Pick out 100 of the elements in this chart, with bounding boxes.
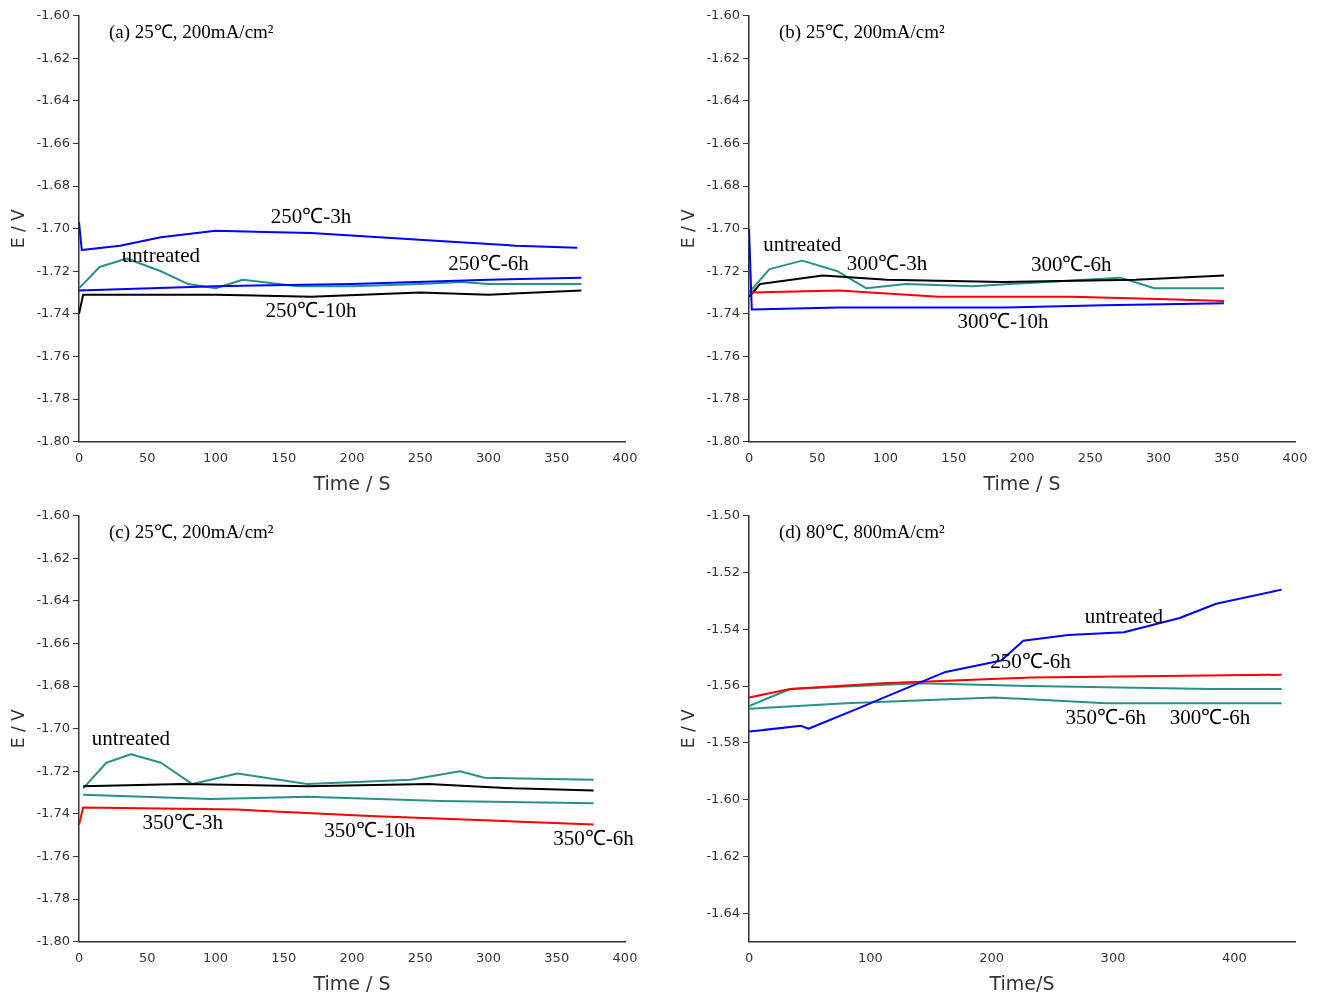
annotation: untreated <box>91 725 171 750</box>
annotation: untreated <box>763 232 842 257</box>
chart-title: (b) 25℃, 200mA/cm² <box>779 21 945 44</box>
x-tick-label: 200 <box>339 949 365 965</box>
x-tick-label: 50 <box>809 449 826 465</box>
y-tick-label: -1.72 <box>706 262 741 278</box>
y-tick-label: -1.76 <box>36 847 71 863</box>
y-tick-label: -1.76 <box>706 347 741 363</box>
annotation: 300℃-3h <box>846 251 928 276</box>
annotation: 250℃-6h <box>990 649 1072 674</box>
x-tick-label: 300 <box>1146 449 1171 465</box>
y-tick-label: -1.60 <box>36 7 71 23</box>
annotation: 250℃-3h <box>270 204 352 229</box>
y-tick-label: -1.54 <box>706 620 741 636</box>
y-tick-label: -1.72 <box>36 762 71 778</box>
y-tick-label: -1.62 <box>706 847 741 863</box>
y-tick-label: -1.50 <box>706 507 741 523</box>
y-tick-label: -1.58 <box>706 734 741 750</box>
y-axis-title: E / V <box>7 208 28 249</box>
x-tick-label: 100 <box>873 449 898 465</box>
annotation: 350℃-3h <box>142 810 224 835</box>
y-tick-label: -1.80 <box>36 432 71 448</box>
chart-title: (d) 80℃, 800mA/cm² <box>779 521 945 544</box>
x-tick-label: 50 <box>139 449 156 465</box>
x-axis-title: Time / S <box>312 971 391 994</box>
chart-title: (a) 25℃, 200mA/cm² <box>109 21 274 44</box>
x-axis-title: Time/S <box>988 971 1055 994</box>
x-axis-title: Time / S <box>982 471 1061 494</box>
x-tick-label: 100 <box>857 949 883 965</box>
annotation: 300℃-10h <box>957 308 1049 333</box>
y-tick-label: -1.64 <box>706 904 741 920</box>
x-tick-label: 200 <box>979 949 1005 965</box>
x-axis-title: Time / S <box>312 471 391 494</box>
annotation: 350℃-6h <box>553 826 635 851</box>
x-tick-label: 0 <box>744 949 754 965</box>
x-tick-label: 400 <box>612 449 638 465</box>
y-tick-label: -1.70 <box>36 720 71 736</box>
y-tick-label: -1.72 <box>36 262 71 278</box>
y-tick-label: -1.74 <box>36 805 71 821</box>
y-tick-label: -1.52 <box>706 563 741 579</box>
x-tick-label: 250 <box>407 949 433 965</box>
y-tick-label: -1.74 <box>36 305 71 321</box>
y-tick-label: -1.56 <box>706 677 741 693</box>
x-tick-label: 300 <box>476 449 501 465</box>
x-tick-label: 250 <box>1077 449 1103 465</box>
x-tick-label: 0 <box>74 949 84 965</box>
x-tick-label: 350 <box>544 449 570 465</box>
y-tick-label: -1.64 <box>36 92 71 108</box>
annotation: 250℃-6h <box>448 251 530 276</box>
y-tick-label: -1.62 <box>706 49 741 65</box>
x-tick-label: 100 <box>203 449 228 465</box>
x-tick-label: 100 <box>203 949 228 965</box>
y-tick-label: -1.66 <box>706 134 741 150</box>
y-tick-label: -1.68 <box>706 177 741 193</box>
y-tick-label: -1.68 <box>36 177 71 193</box>
y-tick-label: -1.66 <box>36 134 71 150</box>
y-tick-label: -1.62 <box>36 549 71 565</box>
x-tick-label: 200 <box>1009 449 1035 465</box>
y-tick-label: -1.80 <box>36 932 71 948</box>
annotation: 250℃-10h <box>265 298 358 323</box>
y-tick-label: -1.78 <box>706 390 741 406</box>
x-tick-label: 150 <box>271 949 297 965</box>
chart-title: (c) 25℃, 200mA/cm² <box>109 521 274 544</box>
y-tick-label: -1.60 <box>706 791 741 807</box>
x-tick-label: 300 <box>476 949 501 965</box>
annotation: 350℃-6h <box>1065 704 1147 729</box>
x-tick-label: 350 <box>1214 449 1240 465</box>
y-tick-label: -1.70 <box>36 220 71 236</box>
y-tick-label: -1.62 <box>36 49 71 65</box>
x-tick-label: 150 <box>941 449 967 465</box>
x-tick-label: 200 <box>339 449 365 465</box>
annotation: untreated <box>121 242 201 267</box>
y-tick-label: -1.76 <box>36 347 71 363</box>
y-tick-label: -1.60 <box>36 507 71 523</box>
annotation: 350℃-10h <box>324 817 416 842</box>
x-tick-label: 50 <box>139 949 156 965</box>
annotation: 300℃-6h <box>1169 704 1251 729</box>
annotation: 300℃-6h <box>1030 252 1112 277</box>
y-tick-label: -1.70 <box>706 220 741 236</box>
annotation: untreated <box>1084 603 1164 628</box>
y-tick-label: -1.64 <box>706 92 741 108</box>
x-tick-label: 300 <box>1100 949 1126 965</box>
x-tick-label: 400 <box>1221 949 1247 965</box>
y-axis-title: E / V <box>677 208 698 249</box>
y-tick-label: -1.64 <box>36 592 71 608</box>
x-tick-label: 0 <box>744 449 754 465</box>
y-tick-label: -1.66 <box>36 634 71 650</box>
y-tick-label: -1.78 <box>36 390 71 406</box>
y-tick-label: -1.80 <box>706 432 741 448</box>
x-tick-label: 350 <box>544 949 570 965</box>
x-tick-label: 400 <box>612 949 638 965</box>
y-axis-title: E / V <box>677 708 698 749</box>
y-tick-label: -1.68 <box>36 677 71 693</box>
x-tick-label: 150 <box>271 449 297 465</box>
x-tick-label: 250 <box>407 449 433 465</box>
y-tick-label: -1.78 <box>36 890 71 906</box>
y-tick-label: -1.60 <box>706 7 741 23</box>
y-tick-label: -1.74 <box>706 305 741 321</box>
x-tick-label: 400 <box>1282 449 1308 465</box>
y-axis-title: E / V <box>7 708 28 749</box>
